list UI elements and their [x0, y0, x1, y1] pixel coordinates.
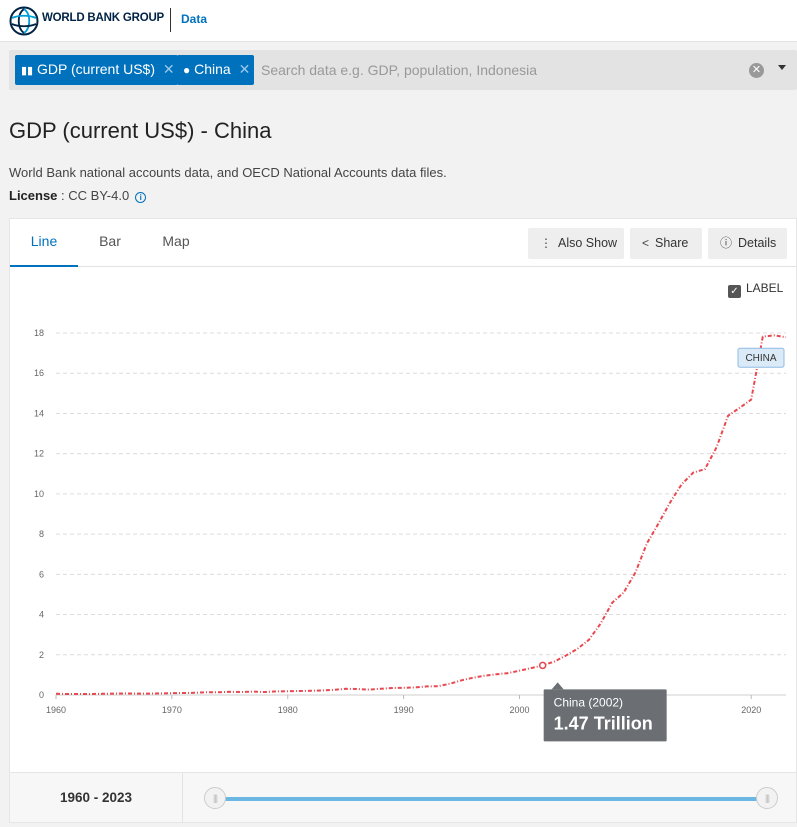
y-tick-label: 16 [34, 368, 44, 378]
remove-country-icon[interactable]: ✕ [238, 61, 251, 77]
indicator-chip-label: GDP (current US$) [37, 61, 155, 77]
tab-bar[interactable]: Bar [99, 233, 121, 249]
world-bank-logo-icon[interactable] [9, 6, 39, 36]
tooltip-value: 1.47 Trillion [554, 713, 653, 733]
range-start-handle[interactable]: ||| [204, 787, 226, 809]
tooltip-title: China (2002) [554, 695, 623, 709]
range-start: 1960 [59, 790, 90, 805]
search-input[interactable] [253, 55, 733, 85]
y-tick-label: 12 [34, 449, 44, 459]
y-tick-label: 6 [39, 569, 44, 579]
bar-chart-icon: ▮▮ [21, 65, 34, 77]
chart-tabs: Line Bar Map ⋮ Also Show < Share ⓘ Details [10, 219, 796, 267]
country-chip-label: China [194, 61, 231, 77]
x-tick-label: 2000 [509, 705, 529, 715]
remove-indicator-icon[interactable]: ✕ [162, 61, 175, 77]
clear-search-icon[interactable]: ✕ [749, 63, 764, 78]
info-circle-icon: ⓘ [720, 236, 733, 250]
dropdown-caret-icon[interactable] [778, 65, 786, 70]
brand-name[interactable]: WORLD BANK GROUP [42, 12, 165, 24]
range-slider-track[interactable] [215, 797, 768, 801]
page-title: GDP (current US$) - China [9, 118, 272, 143]
license-label: License [9, 188, 58, 203]
y-tick-label: 18 [34, 328, 44, 338]
indicator-chip[interactable]: ▮▮ GDP (current US$) ✕ [15, 55, 178, 85]
vertical-dots-icon: ⋮ [540, 236, 552, 250]
x-tick-label: 1990 [394, 705, 414, 715]
license-value: : CC BY-4.0 [57, 188, 130, 203]
year-range-label: 1960 - 2023 [10, 773, 183, 823]
search-bar: ▮▮ GDP (current US$) ✕ ● China ✕ ✕ [9, 50, 797, 90]
also-show-label: Also Show [558, 236, 618, 250]
details-button[interactable]: ⓘ Details [708, 228, 787, 259]
source-text: World Bank national accounts data, and O… [9, 165, 447, 180]
share-button[interactable]: < Share [630, 228, 702, 259]
license-line: License : CC BY-4.0 i [9, 188, 147, 203]
share-label: Share [655, 236, 689, 250]
label-toggle[interactable]: ✓ LABEL [728, 281, 783, 298]
y-tick-label: 8 [39, 529, 44, 539]
range-end: 2023 [102, 790, 133, 805]
line-chart[interactable]: 0 2 4 6 8 10 12 14 16 18 1960 1970 1980 1990 2000 2020 C… [10, 317, 796, 747]
x-tick-label: 1970 [162, 705, 182, 715]
y-tick-label: 10 [34, 489, 44, 499]
top-bar: WORLD BANK GROUP Data [0, 0, 797, 42]
y-tick-label: 14 [34, 408, 44, 418]
y-tick-label: 0 [39, 690, 44, 700]
range-separator: - [90, 790, 102, 805]
y-tick-label: 4 [39, 610, 44, 620]
data-home-link[interactable]: Data [181, 12, 208, 26]
range-end-handle[interactable]: ||| [756, 787, 778, 809]
info-icon[interactable]: i [135, 192, 147, 203]
x-tick-label: 1960 [46, 705, 66, 715]
x-tick-label: 1980 [278, 705, 298, 715]
year-range-footer: 1960 - 2023 ||| ||| [9, 773, 797, 823]
series-line-china [55, 334, 787, 695]
series-label-box [737, 347, 785, 368]
country-chip[interactable]: ● China ✕ [177, 55, 254, 85]
label-toggle-text: LABEL [746, 281, 784, 295]
tooltip-box [543, 689, 667, 742]
x-tick-label: 2020 [741, 705, 761, 715]
tooltip-pointer [551, 682, 564, 690]
hover-marker [538, 661, 547, 670]
tab-map[interactable]: Map [162, 233, 190, 249]
header-divider [170, 8, 171, 32]
also-show-button[interactable]: ⋮ Also Show [528, 228, 624, 259]
checkbox-checked-icon[interactable]: ✓ [728, 285, 741, 298]
tab-line[interactable]: Line [10, 219, 78, 267]
details-label: Details [738, 236, 777, 250]
series-label-china: CHINA [745, 353, 776, 364]
share-icon: < [642, 236, 650, 250]
chart-panel: Line Bar Map ⋮ Also Show < Share ⓘ Details … [9, 218, 797, 773]
map-pin-icon: ● [183, 63, 191, 77]
y-tick-label: 2 [39, 650, 44, 660]
